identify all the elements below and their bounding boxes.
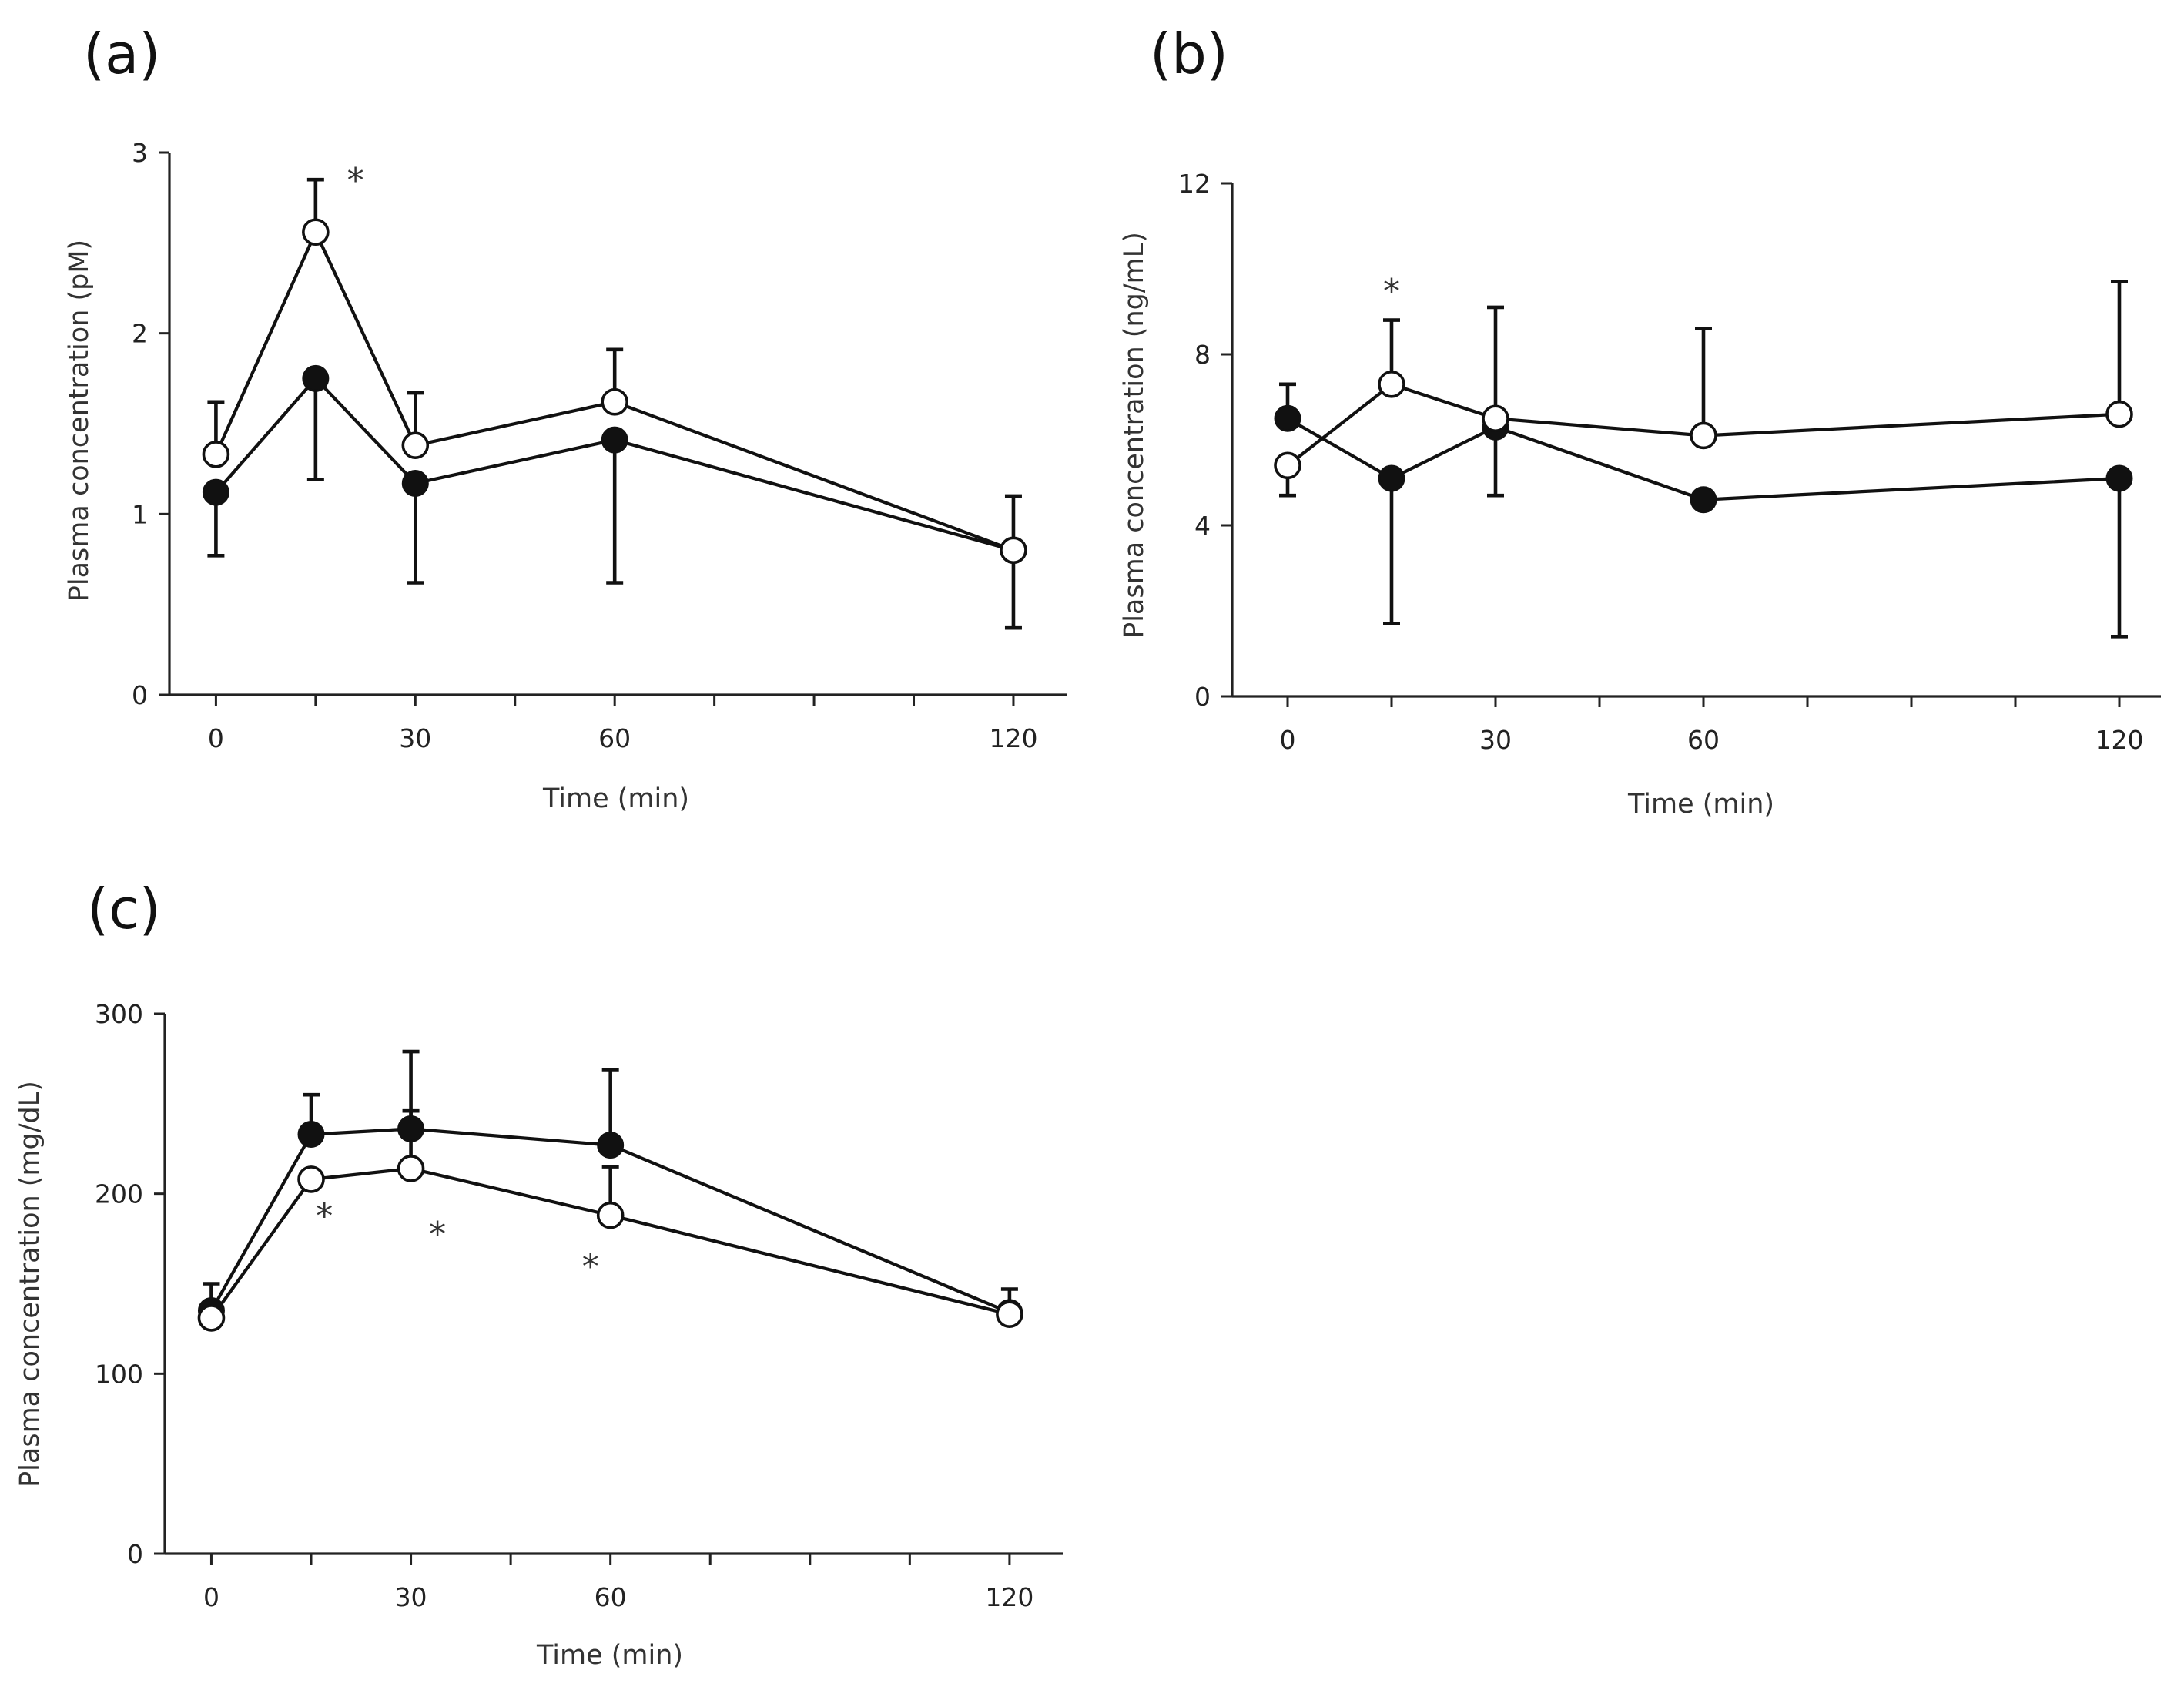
- panel-b-x-axis-title: Time (min): [1627, 789, 1774, 820]
- panel-b-y-tick-label: 4: [1194, 511, 1211, 541]
- panel-b-y-axis-title: Plasma concentration (ng/mL): [1119, 232, 1150, 639]
- panel-c-point-filled: [397, 1115, 425, 1143]
- panel-c-point-filled: [597, 1132, 625, 1159]
- panel-c-significance-marker: *: [582, 1247, 599, 1286]
- panel-b-y-tick-label: 12: [1178, 169, 1211, 199]
- panel-a-point-open: [1000, 536, 1027, 565]
- panel-c-y-tick-label: 300: [95, 999, 143, 1029]
- panel-c-point-open: [297, 1165, 325, 1193]
- panel-a-point-filled: [302, 364, 330, 392]
- panel-a-x-tick-label: 0: [208, 723, 224, 753]
- panel-b-x-tick-label: 60: [1687, 725, 1720, 755]
- panel-c-y-tick-label: 0: [127, 1539, 143, 1569]
- panel-a-point-open: [302, 218, 330, 247]
- panel-b-point-open: [2105, 400, 2133, 428]
- panel-c-x-tick-label: 120: [985, 1582, 1033, 1612]
- panel-b-point-filled: [1690, 486, 1717, 514]
- panel-c-y-tick-label: 200: [95, 1179, 143, 1209]
- panel-a-x-tick-label: 30: [399, 723, 431, 753]
- panel-b-x-tick-label: 30: [1479, 725, 1512, 755]
- panel-b-point-open: [1274, 451, 1301, 480]
- panel-a-significance-marker: *: [347, 161, 364, 200]
- panel-a-y-tick-label: 2: [132, 319, 148, 349]
- panel-a-y-axis-title: Plasma concentration (pM): [64, 240, 95, 602]
- panel-a-point-filled: [202, 478, 229, 506]
- panel-c-point-open: [996, 1300, 1023, 1329]
- panel-a-label: (a): [83, 22, 160, 86]
- panel-b-point-filled: [2105, 464, 2133, 492]
- panel-a-x-tick-label: 120: [989, 723, 1037, 753]
- panel-b: (b) Time (min) Plasma concentration (ng/…: [1119, 22, 2161, 820]
- panel-b-point-open: [1378, 371, 1405, 398]
- panel-a-x-tick-label: 60: [598, 723, 631, 753]
- panel-a-y-tick-label: 1: [132, 499, 148, 529]
- panel-b-y-tick-label: 8: [1194, 340, 1211, 370]
- panel-c-x-tick-label: 30: [395, 1582, 427, 1612]
- panel-a: (a) Time (min) Plasma concentration (pM)…: [64, 22, 1067, 814]
- panel-c-y-tick-label: 100: [95, 1359, 143, 1389]
- panel-c-x-tick-label: 0: [203, 1582, 219, 1612]
- panel-c-x-tick-label: 60: [595, 1582, 627, 1612]
- panel-c-point-filled: [297, 1121, 325, 1149]
- panel-b-point-open: [1690, 421, 1717, 450]
- panel-c-label: (c): [87, 877, 161, 941]
- panel-c: (c) Time (min) Plasma concentration (mg/…: [15, 877, 1063, 1671]
- panel-c-point-open: [197, 1304, 226, 1332]
- panel-c-point-open: [596, 1201, 625, 1229]
- panel-b-y-tick-label: 0: [1194, 682, 1211, 712]
- panel-c-significance-marker: *: [316, 1197, 333, 1236]
- panel-b-x-tick-label: 120: [2095, 725, 2144, 755]
- panel-c-x-axis-title: Time (min): [536, 1640, 683, 1671]
- panel-c-y-axis-title: Plasma concentration (mg/dL): [15, 1081, 45, 1487]
- panel-c-significance-marker: *: [429, 1215, 446, 1254]
- panel-a-y-tick-label: 3: [132, 138, 148, 168]
- panel-a-point-open: [202, 441, 230, 468]
- panel-b-point-filled: [1378, 464, 1405, 492]
- panel-a-point-open: [401, 431, 430, 459]
- panel-b-point-open: [1482, 404, 1509, 433]
- panel-b-x-tick-label: 0: [1280, 725, 1296, 755]
- panel-a-point-open: [601, 388, 628, 416]
- panel-a-point-filled: [401, 469, 429, 497]
- panel-b-significance-marker: *: [1383, 272, 1400, 311]
- panel-c-point-open: [397, 1155, 425, 1182]
- panel-a-y-tick-label: 0: [132, 680, 148, 710]
- panel-a-point-filled: [601, 426, 628, 454]
- panel-a-x-axis-title: Time (min): [542, 783, 689, 814]
- panel-b-point-filled: [1274, 404, 1301, 432]
- panel-b-label: (b): [1150, 22, 1228, 86]
